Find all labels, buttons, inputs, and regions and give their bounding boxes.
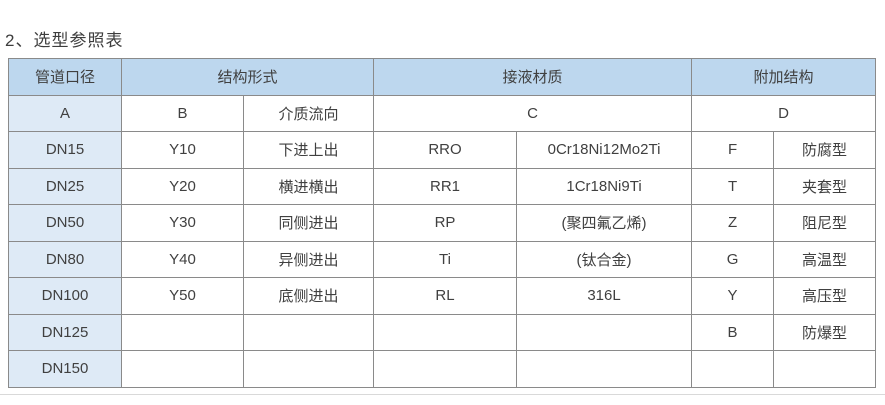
table-row: DN150 bbox=[8, 350, 877, 388]
table-cell bbox=[121, 313, 244, 351]
table-cell: 异侧进出 bbox=[242, 240, 375, 278]
table-cell bbox=[242, 313, 375, 351]
table-cell: B bbox=[691, 313, 775, 351]
table-cell bbox=[691, 350, 775, 388]
table-cell: 夹套型 bbox=[773, 167, 877, 205]
pipe-size-cell: DN125 bbox=[8, 313, 122, 351]
header-row-groups: 管道口径 结构形式 接液材质 附加结构 bbox=[8, 58, 877, 96]
table-cell bbox=[121, 350, 244, 388]
table-cell: 底侧进出 bbox=[242, 277, 375, 315]
table-row: DN125 B 防爆型 bbox=[8, 313, 877, 351]
table-cell: 高压型 bbox=[773, 277, 877, 315]
table-cell: 下进上出 bbox=[242, 131, 375, 169]
table-cell: 同侧进出 bbox=[242, 204, 375, 242]
table-cell: Y40 bbox=[121, 240, 244, 278]
table-row: DN25 Y20 横进横出 RR1 1Cr18Ni9Ti T 夹套型 bbox=[8, 167, 877, 205]
table-cell: F bbox=[691, 131, 775, 169]
table-cell: G bbox=[691, 240, 775, 278]
table-cell: RL bbox=[373, 277, 518, 315]
table-cell: Y20 bbox=[121, 167, 244, 205]
pipe-size-cell: DN25 bbox=[8, 167, 122, 205]
table-cell bbox=[516, 350, 693, 388]
header-medium-flow: 介质流向 bbox=[242, 94, 375, 132]
table-cell: Y50 bbox=[121, 277, 244, 315]
table-cell: 防爆型 bbox=[773, 313, 877, 351]
table-cell: RR1 bbox=[373, 167, 518, 205]
header-code-a: A bbox=[8, 94, 122, 132]
table-cell: Z bbox=[691, 204, 775, 242]
header-additional-structure: 附加结构 bbox=[691, 58, 877, 96]
table-row: DN50 Y30 同侧进出 RP (聚四氟乙烯) Z 阻尼型 bbox=[8, 204, 877, 242]
table-cell: 1Cr18Ni9Ti bbox=[516, 167, 693, 205]
header-wetted-material: 接液材质 bbox=[373, 58, 693, 96]
table-cell: RRO bbox=[373, 131, 518, 169]
selection-reference-table: 管道口径 结构形式 接液材质 附加结构 A B 介质流向 C D DN15 Y10… bbox=[8, 58, 877, 388]
table-cell bbox=[373, 313, 518, 351]
table-cell: Y10 bbox=[121, 131, 244, 169]
header-code-c: C bbox=[373, 94, 693, 132]
table-cell: T bbox=[691, 167, 775, 205]
table-cell: 高温型 bbox=[773, 240, 877, 278]
table-cell: (聚四氟乙烯) bbox=[516, 204, 693, 242]
table-row: DN100 Y50 底侧进出 RL 316L Y 高压型 bbox=[8, 277, 877, 315]
header-code-b: B bbox=[121, 94, 244, 132]
table-cell bbox=[373, 350, 518, 388]
table-cell bbox=[516, 313, 693, 351]
table-cell: RP bbox=[373, 204, 518, 242]
table-cell: Ti bbox=[373, 240, 518, 278]
pipe-size-cell: DN15 bbox=[8, 131, 122, 169]
header-pipe-diameter: 管道口径 bbox=[8, 58, 122, 96]
table-cell: 316L bbox=[516, 277, 693, 315]
pipe-size-cell: DN50 bbox=[8, 204, 122, 242]
bottom-divider bbox=[0, 394, 885, 395]
table-cell: 0Cr18Ni12Mo2Ti bbox=[516, 131, 693, 169]
table-cell bbox=[773, 350, 877, 388]
table-cell: Y bbox=[691, 277, 775, 315]
pipe-size-cell: DN80 bbox=[8, 240, 122, 278]
table-cell: 阻尼型 bbox=[773, 204, 877, 242]
table-row: DN15 Y10 下进上出 RRO 0Cr18Ni12Mo2Ti F 防腐型 bbox=[8, 131, 877, 169]
pipe-size-cell: DN100 bbox=[8, 277, 122, 315]
table-cell: Y30 bbox=[121, 204, 244, 242]
table-body: DN15 Y10 下进上出 RRO 0Cr18Ni12Mo2Ti F 防腐型 DN25 Y20 横… bbox=[8, 131, 877, 388]
table-cell: 防腐型 bbox=[773, 131, 877, 169]
pipe-size-cell: DN150 bbox=[8, 350, 122, 388]
header-row-codes: A B 介质流向 C D bbox=[8, 94, 877, 132]
table-cell: 横进横出 bbox=[242, 167, 375, 205]
header-code-d: D bbox=[691, 94, 877, 132]
table-row: DN80 Y40 异侧进出 Ti (钛合金) G 高温型 bbox=[8, 240, 877, 278]
section-title: 2、选型参照表 bbox=[5, 31, 124, 50]
table-cell bbox=[242, 350, 375, 388]
table-cell: (钛合金) bbox=[516, 240, 693, 278]
header-structure-form: 结构形式 bbox=[120, 58, 375, 96]
